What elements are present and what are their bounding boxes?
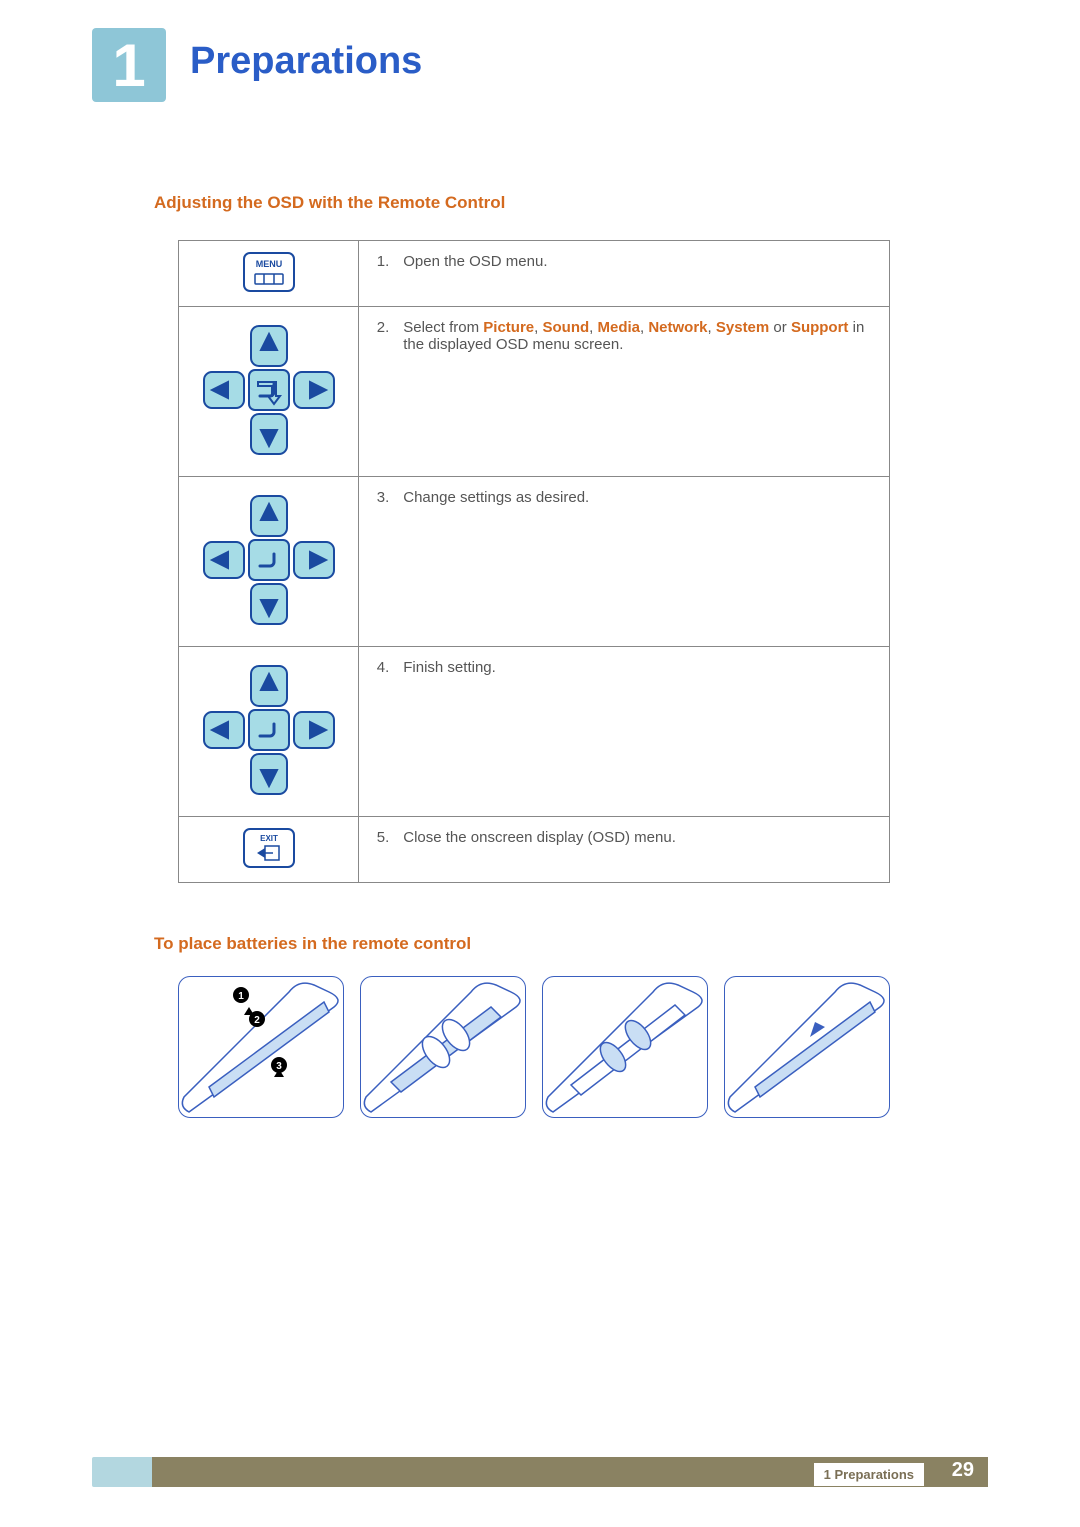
step-num: 5. bbox=[371, 829, 389, 846]
svg-text:1: 1 bbox=[238, 991, 244, 1002]
step-text: Select from Picture, Sound, Media, Netwo… bbox=[403, 319, 877, 353]
step-text: Finish setting. bbox=[403, 659, 496, 676]
battery-illustration-4 bbox=[725, 977, 890, 1118]
icon-cell-dpad-3 bbox=[179, 647, 359, 817]
menu-button-icon: MENU bbox=[243, 252, 295, 292]
battery-panels: 1 2 3 bbox=[178, 976, 890, 1118]
section2-title: To place batteries in the remote control bbox=[154, 934, 471, 954]
icon-cell-dpad-2 bbox=[179, 477, 359, 647]
svg-text:EXIT: EXIT bbox=[260, 834, 278, 843]
svg-text:MENU: MENU bbox=[255, 259, 282, 269]
step-2: 2. Select from Picture, Sound, Media, Ne… bbox=[359, 307, 890, 477]
battery-step-2 bbox=[360, 976, 526, 1118]
step-text: Open the OSD menu. bbox=[403, 253, 547, 270]
icon-cell-exit: EXIT bbox=[179, 817, 359, 883]
footer-page: 29 bbox=[952, 1459, 974, 1482]
icon-cell-menu: MENU bbox=[179, 241, 359, 307]
battery-step-4 bbox=[724, 976, 890, 1118]
step-text: Change settings as desired. bbox=[403, 489, 589, 506]
chapter-tab: 1 bbox=[92, 28, 166, 102]
step-5: 5. Close the onscreen display (OSD) menu… bbox=[359, 817, 890, 883]
step-num: 4. bbox=[371, 659, 389, 676]
chapter-number: 1 bbox=[112, 31, 145, 100]
step-4: 4. Finish setting. bbox=[359, 647, 890, 817]
dpad-icon bbox=[194, 490, 344, 630]
battery-illustration-1: 1 2 3 bbox=[179, 977, 344, 1118]
step-num: 2. bbox=[371, 319, 389, 353]
battery-illustration-3 bbox=[543, 977, 708, 1118]
footer-accent bbox=[92, 1457, 152, 1487]
battery-step-1: 1 2 3 bbox=[178, 976, 344, 1118]
dpad-icon bbox=[194, 320, 344, 460]
exit-button-icon: EXIT bbox=[243, 828, 295, 868]
battery-illustration-2 bbox=[361, 977, 526, 1118]
step-num: 3. bbox=[371, 489, 389, 506]
chapter-title: Preparations bbox=[190, 40, 422, 83]
section1-title: Adjusting the OSD with the Remote Contro… bbox=[154, 193, 505, 213]
dpad-icon bbox=[194, 660, 344, 800]
osd-steps-table: MENU 1. Open the OSD menu. bbox=[178, 240, 890, 883]
footer: 1 Preparations 29 bbox=[92, 1457, 988, 1487]
footer-label: 1 Preparations bbox=[814, 1463, 924, 1486]
step-3: 3. Change settings as desired. bbox=[359, 477, 890, 647]
battery-step-3 bbox=[542, 976, 708, 1118]
step-1: 1. Open the OSD menu. bbox=[359, 241, 890, 307]
step-num: 1. bbox=[371, 253, 389, 270]
step-text: Close the onscreen display (OSD) menu. bbox=[403, 829, 676, 846]
svg-text:2: 2 bbox=[254, 1015, 260, 1026]
icon-cell-dpad-1 bbox=[179, 307, 359, 477]
